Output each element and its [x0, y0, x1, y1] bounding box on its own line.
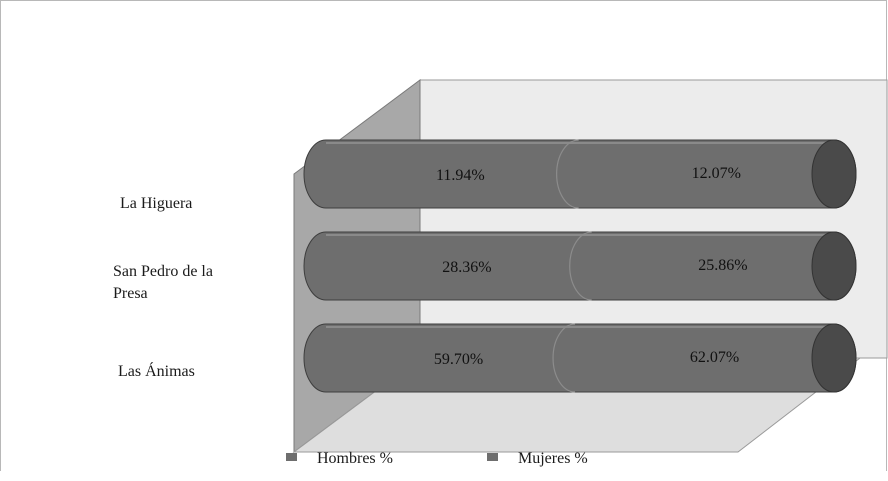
category-label-san-pedro-line1: San Pedro de la: [113, 263, 213, 280]
data-label-hombres-las-animas: 59.70%: [434, 351, 483, 368]
data-label-hombres-la-higuera: 11.94%: [436, 167, 485, 184]
bar-endcap-san-pedro-de-la-presa: [811, 231, 857, 301]
legend-hombres: Hombres %: [286, 450, 446, 472]
legend-swatch-mujeres: [487, 453, 498, 461]
bar-cylinder-san-pedro-de-la-presa: [303, 231, 857, 301]
data-label-mujeres-san-pedro-de-la-presa: 25.86%: [698, 257, 747, 274]
category-label-san-pedro-line2: Presa: [113, 285, 148, 302]
bar-divider-la-higuera: [556, 139, 579, 209]
data-label-mujeres-las-animas: 62.07%: [690, 349, 739, 366]
bar-endcap-la-higuera: [811, 139, 857, 209]
back-wall: [419, 79, 888, 359]
data-label-hombres-san-pedro-de-la-presa: 28.36%: [442, 259, 491, 276]
bars-group: 11.94% 12.07% 28.36% 25.86% 59.70% 62.07%: [303, 139, 857, 393]
category-label-las-animas: Las Ánimas: [118, 363, 195, 380]
data-label-mujeres-la-higuera: 12.07%: [692, 165, 741, 182]
bar-divider-las-animas: [552, 323, 576, 393]
legend-swatch-hombres: [286, 453, 297, 461]
bar-cylinder-la-higuera: [303, 139, 857, 209]
bar-endcap-las-animas: [811, 323, 857, 393]
bar-cylinder-las-animas: [303, 323, 857, 393]
legend-label-mujeres: Mujeres %: [518, 450, 588, 467]
category-label-la-higuera: La Higuera: [120, 195, 193, 212]
legend-label-hombres: Hombres %: [317, 450, 393, 467]
legend-mujeres: Mujeres %: [487, 450, 647, 472]
bar-divider-san-pedro-de-la-presa: [569, 231, 592, 301]
